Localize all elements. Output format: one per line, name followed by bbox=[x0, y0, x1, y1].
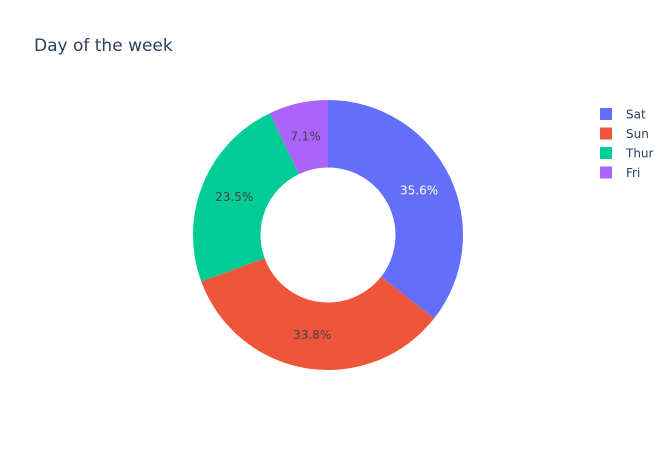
legend-item-thur[interactable]: Thur bbox=[600, 147, 654, 161]
legend-label-sun: Sun bbox=[626, 127, 649, 141]
legend-swatch-sat[interactable] bbox=[600, 108, 612, 120]
legend-item-fri[interactable]: Fri bbox=[600, 166, 640, 180]
percent-label-thur: 23.5% bbox=[215, 190, 253, 204]
percent-label-sat: 35.6% bbox=[400, 184, 438, 198]
legend-swatch-thur[interactable] bbox=[600, 147, 612, 159]
percent-labels-group: 35.6% 33.8% 23.5% 7.1% bbox=[215, 129, 438, 342]
legend-label-fri: Fri bbox=[626, 166, 640, 180]
slice-sun[interactable] bbox=[201, 258, 435, 370]
slice-thur[interactable] bbox=[193, 113, 299, 282]
slices-group bbox=[193, 100, 463, 370]
percent-label-fri: 7.1% bbox=[290, 129, 321, 143]
legend-label-thur: Thur bbox=[625, 147, 654, 161]
slice-fri[interactable] bbox=[269, 100, 328, 175]
legend-swatch-sun[interactable] bbox=[600, 127, 612, 140]
legend-swatch-fri[interactable] bbox=[600, 166, 612, 179]
legend-item-sun[interactable]: Sun bbox=[600, 127, 649, 141]
legend[interactable]: Sat Sun Thur Fri bbox=[600, 108, 654, 181]
legend-label-sat: Sat bbox=[626, 108, 646, 122]
legend-item-sat[interactable]: Sat bbox=[600, 108, 646, 122]
slice-sat[interactable] bbox=[328, 100, 463, 319]
chart-title: Day of the week bbox=[34, 36, 173, 56]
percent-label-sun: 33.8% bbox=[293, 328, 331, 342]
